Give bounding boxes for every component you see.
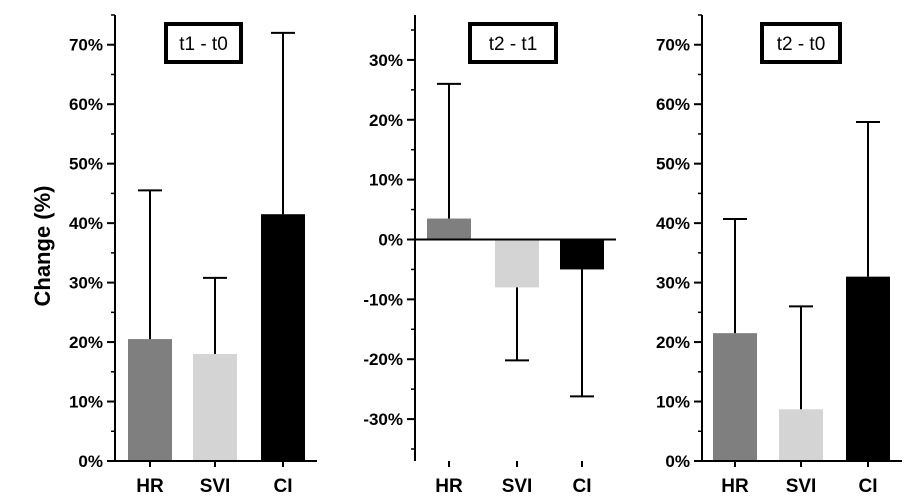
panel-1-y-tick-label: 20% (69, 333, 103, 352)
panel-2-y-tick-label: 10% (369, 171, 403, 190)
panel-1-title-box (164, 22, 243, 64)
panel-2-y-tick-label: 30% (369, 51, 403, 70)
panel-1-y-tick-label: 10% (69, 393, 103, 412)
panel-2-y-tick-label: 0% (378, 230, 403, 249)
panel-3-x-tick-label-hr: HR (721, 476, 749, 496)
panel-3-y-tick-label: 20% (656, 333, 690, 352)
panel-3-y-tick-label: 30% (656, 274, 690, 293)
panel-1-y-tick-label: 60% (69, 95, 103, 114)
panel-1-x-tick-label-svi: SVI (200, 476, 231, 496)
panel-3-y-tick-label: 50% (656, 155, 690, 174)
panel-1-bar-svi (193, 353, 237, 461)
panel-1-title: t1 - t0 (179, 34, 228, 55)
panel-3-x-tick-label-svi: SVI (786, 476, 817, 496)
panel-1-y-tick-label: 70% (69, 36, 103, 55)
panel-1-x-tick-label-hr: HR (136, 476, 164, 496)
panel-3-bar-ci (846, 276, 890, 461)
panel-2-x-tick-label-ci: CI (573, 476, 592, 496)
panel-3-y-tick-label: 10% (656, 393, 690, 412)
panel-2-title: t2 - t1 (489, 34, 538, 55)
panel-3-y-tick-label: 40% (656, 214, 690, 233)
panel-1-y-tick-label: 30% (69, 274, 103, 293)
panel-3-y-tick-label: 0% (665, 452, 690, 471)
panel-3-title: t2 - t0 (777, 34, 826, 55)
panel-2-x-tick-label-svi: SVI (502, 476, 533, 496)
panel-2-bar-ci (560, 239, 604, 270)
shared-y-axis-label: Change (%) (30, 186, 55, 307)
panel-2-y-tick-label: 20% (369, 111, 403, 130)
panel-1-y-tick-label: 0% (78, 452, 103, 471)
panel-1-y-tick-label: 50% (69, 155, 103, 174)
panel-3-y-tick-label: 70% (656, 36, 690, 55)
panel-3-y-tick-label: 60% (656, 95, 690, 114)
panel-2-bar-svi (495, 239, 539, 288)
panel-3-bar-svi (779, 409, 823, 461)
panel-1-bar-ci (261, 214, 305, 461)
panel-2-bar-hr (427, 218, 471, 240)
panel-1-x-tick-label-ci: CI (274, 476, 293, 496)
panel-2-y-tick-label: -10% (363, 290, 403, 309)
panel-1-bar-hr (128, 339, 172, 461)
panel-2-y-tick-label: -20% (363, 350, 403, 369)
panel-2-x-tick-label-hr: HR (435, 476, 463, 496)
panel-3-x-tick-label-ci: CI (859, 476, 878, 496)
panel-3-title-box (760, 22, 842, 64)
panel-2-y-tick-label: -30% (363, 410, 403, 429)
panel-1-y-tick-label: 40% (69, 214, 103, 233)
panel-3-bar-hr (713, 333, 757, 461)
panel-2-title-box (468, 22, 558, 64)
